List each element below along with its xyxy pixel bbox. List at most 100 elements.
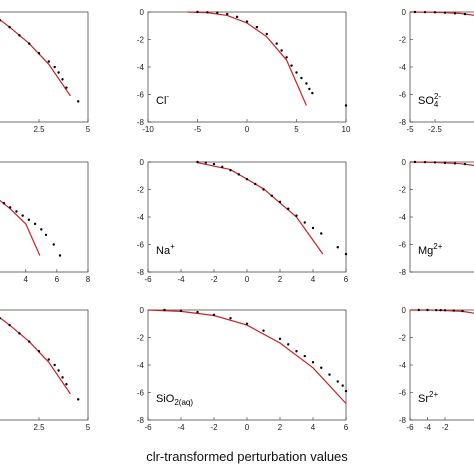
y-tick-label: -4: [137, 63, 145, 72]
data-point: [311, 226, 315, 230]
data-point: [443, 11, 447, 14]
data-point: [2, 202, 6, 205]
panel-2: -10 -5 0 5 10 0 -2 -4 -6 -8 Cl-: [137, 8, 351, 134]
data-point: [196, 160, 199, 164]
y-tick-label: -2: [399, 334, 407, 343]
ion-label: Na+: [156, 242, 175, 257]
data-point: [344, 389, 348, 393]
data-point: [28, 340, 31, 343]
data-point: [443, 309, 447, 312]
x-tick-label: -5: [406, 125, 414, 134]
data-point: [57, 71, 60, 74]
x-axis-label: clr-transformed perturbation values: [146, 449, 348, 464]
data-point: [426, 308, 429, 312]
data-point: [433, 161, 437, 164]
x-tick-label: -2: [441, 423, 449, 432]
data-point: [47, 358, 50, 361]
data-point: [305, 82, 308, 85]
data-point: [212, 162, 216, 166]
x-tick-label: 5: [86, 125, 91, 134]
y-tick-label: -8: [137, 268, 145, 277]
x-tick-label: -2.5: [428, 125, 442, 134]
data-point: [0, 317, 1, 320]
plot-frame: [0, 161, 89, 273]
data-point: [303, 221, 306, 224]
y-tick-label: -6: [399, 241, 407, 250]
y-tick-label: -6: [137, 241, 145, 250]
data-point: [303, 354, 306, 358]
x-tick-label: 2.5: [33, 423, 45, 432]
x-tick-label: 0: [245, 125, 250, 134]
x-tick-label: 0: [245, 275, 250, 284]
ion-label: Sr2+: [418, 390, 438, 405]
y-tick-label: -6: [399, 389, 407, 398]
data-point: [344, 252, 348, 256]
data-point: [28, 42, 31, 45]
data-point: [163, 308, 166, 312]
data-point: [311, 91, 314, 95]
x-tick-label: -4: [177, 423, 185, 432]
data-point: [33, 222, 37, 226]
y-tick-label: -8: [399, 268, 407, 277]
data-point: [439, 308, 442, 312]
fit-curve: [0, 18, 71, 97]
ion-label: SO42-: [418, 92, 441, 109]
y-tick-label: 0: [402, 306, 407, 315]
fit-curve: [0, 199, 41, 256]
plot-frame: [147, 11, 347, 123]
data-point: [453, 162, 457, 165]
x-tick-label: 5: [294, 125, 299, 134]
data-point: [413, 10, 417, 14]
y-tick-label: -2: [137, 186, 145, 195]
data-point: [328, 373, 331, 376]
fit-curve: [0, 316, 71, 395]
x-tick-label: -4: [177, 275, 185, 284]
x-tick-label: 4: [311, 275, 316, 284]
y-tick-label: -6: [399, 91, 407, 100]
fit-curve: [409, 11, 474, 16]
data-point: [265, 32, 268, 36]
data-point: [463, 162, 467, 166]
data-point: [0, 19, 1, 22]
data-point: [27, 218, 31, 221]
data-point: [237, 173, 240, 176]
x-tick-label: 0: [245, 423, 250, 432]
data-point: [262, 188, 265, 191]
data-point: [37, 52, 41, 55]
data-point: [295, 350, 298, 353]
data-point: [320, 366, 323, 369]
data-point: [254, 182, 257, 186]
panel-1: 2.5 5: [0, 11, 91, 134]
data-point: [52, 243, 55, 246]
data-point: [417, 308, 420, 312]
y-tick-label: -2: [399, 36, 407, 45]
data-point: [196, 10, 199, 14]
data-point: [53, 65, 56, 69]
data-point: [8, 25, 11, 29]
data-point: [53, 363, 56, 367]
y-tick-label: -4: [399, 361, 407, 370]
data-point: [15, 210, 18, 213]
data-point: [290, 64, 293, 67]
data-point: [280, 49, 283, 52]
data-point: [21, 214, 24, 217]
ion-label: Cl-: [156, 92, 169, 107]
y-tick-label: -8: [137, 416, 145, 425]
x-tick-label: 4: [311, 423, 316, 432]
data-point: [433, 11, 437, 14]
y-tick-label: -4: [399, 213, 407, 222]
y-tick-label: -2: [399, 186, 407, 195]
data-point: [275, 42, 278, 45]
data-point: [77, 398, 80, 401]
data-point: [344, 104, 348, 107]
data-point: [262, 329, 265, 332]
y-tick-label: 0: [402, 158, 407, 167]
y-tick-label: -4: [399, 63, 407, 72]
y-tick-label: -2: [137, 334, 145, 343]
data-point: [179, 309, 183, 312]
y-tick-label: -6: [137, 389, 145, 398]
data-point: [285, 56, 288, 59]
panel-3: -5 -2.5 0 -2 -4 -6 -8 SO42-: [399, 8, 474, 134]
plot-frame: [0, 11, 89, 123]
x-tick-label: 6: [55, 275, 60, 284]
